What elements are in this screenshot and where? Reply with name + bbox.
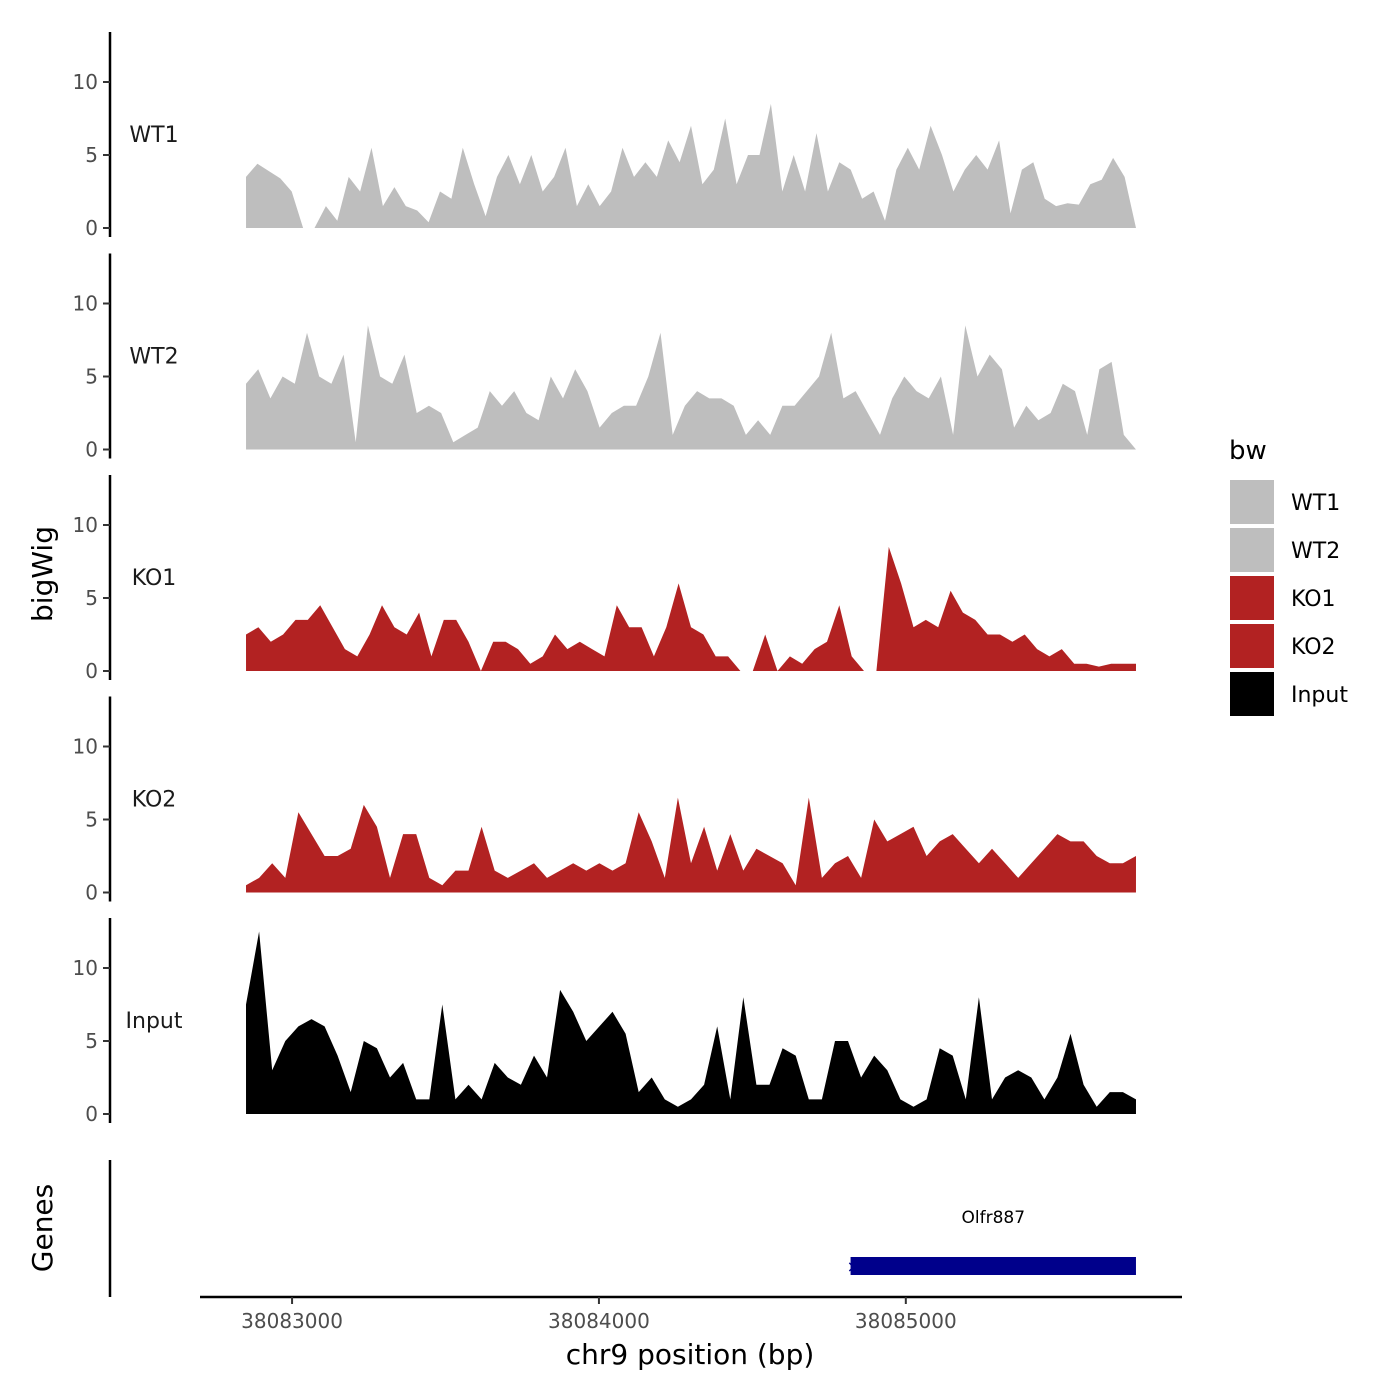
x-axis-title: chr9 position (bp) <box>566 1338 815 1371</box>
legend-key-wt1 <box>1230 480 1274 524</box>
area-input <box>246 931 1136 1114</box>
legend-key-wt2 <box>1230 528 1274 572</box>
y-tick-label: 5 <box>85 586 98 610</box>
track-wt1: 0 5 10 WT1 <box>73 32 1136 240</box>
area-ko2 <box>246 797 1136 893</box>
y-tick-label: 10 <box>73 292 98 316</box>
track-wt2: 0 5 10 WT2 <box>73 253 1136 462</box>
genes-axis-title: Genes <box>26 1184 59 1272</box>
y-tick-label: 0 <box>85 438 98 462</box>
legend-key-ko1 <box>1230 576 1274 620</box>
legend-key-input <box>1230 672 1274 716</box>
y-tick-label: 5 <box>85 1029 98 1053</box>
gene-label: Olfr887 <box>962 1208 1026 1228</box>
y-tick-label: 5 <box>85 808 98 832</box>
y-tick-label: 0 <box>85 1102 98 1126</box>
y-tick-label: 10 <box>73 513 98 537</box>
area-ko1 <box>246 546 1136 671</box>
track-label: WT1 <box>129 123 178 148</box>
y-tick-label: 10 <box>73 956 98 980</box>
x-tick-label: 38083000 <box>241 1309 343 1333</box>
area-wt1 <box>246 103 1136 228</box>
track-ko2: 0 5 10 KO2 <box>73 696 1136 905</box>
y-tick-label: 0 <box>85 659 98 683</box>
tracks-group: 0 5 10 WT1 0 5 10 WT2 0 5 10 KO1 0 5 10 KO2 0 5 10 Input <box>73 32 1136 1126</box>
y-tick-label: 0 <box>85 216 98 240</box>
legend-label-ko2: KO2 <box>1291 635 1336 660</box>
y-tick-label: 0 <box>85 881 98 905</box>
legend: bw WT1 WT2 KO1 KO2 Input <box>1229 436 1348 716</box>
y-axis-title: bigWig <box>26 526 59 622</box>
track-label: WT2 <box>129 345 178 370</box>
gene-strand-marker: × <box>847 1257 860 1276</box>
area-wt2 <box>246 325 1136 450</box>
y-tick-label: 10 <box>73 70 98 94</box>
legend-label-ko1: KO1 <box>1291 587 1336 612</box>
x-tick-label: 38085000 <box>855 1309 957 1333</box>
track-label: Input <box>126 1009 183 1034</box>
track-input: 0 5 10 Input <box>73 918 1136 1126</box>
genes-track: × Olfr887 <box>108 1160 1136 1297</box>
x-tick-label: 38084000 <box>548 1309 650 1333</box>
y-tick-label: 5 <box>85 365 98 389</box>
legend-label-wt1: WT1 <box>1291 491 1340 516</box>
legend-title: bw <box>1229 436 1267 466</box>
legend-label-input: Input <box>1291 683 1348 708</box>
y-tick-label: 10 <box>73 735 98 759</box>
x-axis: 38083000 38084000 38085000 <box>200 1295 1182 1333</box>
track-label: KO1 <box>132 566 177 591</box>
y-tick-label: 5 <box>85 143 98 167</box>
legend-label-wt2: WT2 <box>1291 539 1340 564</box>
track-label: KO2 <box>132 788 177 813</box>
legend-key-ko2 <box>1230 624 1274 668</box>
gene-bar <box>850 1257 1136 1275</box>
track-ko1: 0 5 10 KO1 <box>73 475 1136 683</box>
